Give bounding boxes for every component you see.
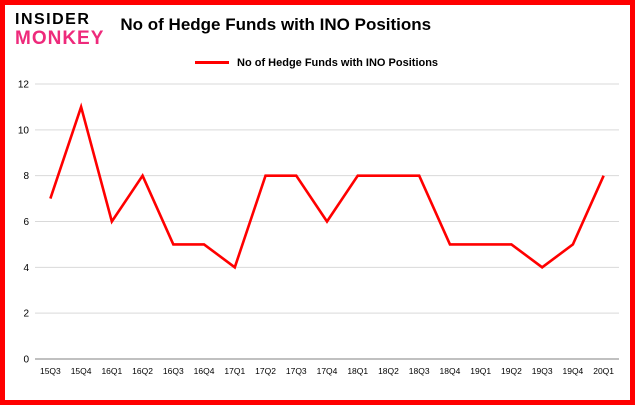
x-tick-label: 17Q4	[317, 366, 338, 376]
x-tick-label: 16Q2	[132, 366, 153, 376]
x-tick-label: 19Q2	[501, 366, 522, 376]
chart-title: No of Hedge Funds with INO Positions	[120, 15, 432, 34]
line-chart: 0 2 4 6 8 10 12 15Q3 15Q4 16Q1 16Q2 16Q3 16Q4 17Q1 17Q…	[18, 79, 619, 376]
legend-line-swatch	[195, 61, 229, 65]
insider-monkey-logo: INSIDER MONKEY	[15, 11, 105, 49]
y-tick-label: 6	[23, 217, 29, 228]
x-tick-label: 17Q2	[255, 366, 276, 376]
legend-label: No of Hedge Funds with INO Positions	[237, 56, 439, 69]
legend: No of Hedge Funds with INO Positions	[195, 56, 630, 70]
x-tick-label: 19Q4	[562, 366, 583, 376]
y-tick-label: 10	[18, 125, 30, 136]
x-tick-label: 15Q4	[71, 366, 92, 376]
x-tick-label: 17Q3	[286, 366, 307, 376]
x-tick-label: 19Q3	[532, 366, 553, 376]
y-tick-label: 12	[18, 79, 30, 90]
x-tick-label: 18Q1	[347, 366, 368, 376]
x-tick-label: 19Q1	[470, 366, 491, 376]
x-tick-label: 18Q4	[440, 366, 461, 376]
x-tick-label: 16Q1	[101, 366, 122, 376]
y-tick-label: 0	[23, 354, 29, 365]
x-tick-label: 15Q3	[40, 366, 61, 376]
x-tick-label: 18Q3	[409, 366, 430, 376]
x-tick-label: 20Q1	[593, 366, 614, 376]
logo-text-monkey: MONKEY	[15, 27, 105, 49]
chart-area: 0 2 4 6 8 10 12 15Q3 15Q4 16Q1 16Q2 16Q3 16Q4 17Q1 17Q…	[9, 74, 626, 394]
x-tick-label: 16Q3	[163, 366, 184, 376]
x-tick-label: 18Q2	[378, 366, 399, 376]
logo-text-insider: INSIDER	[15, 11, 91, 28]
y-tick-label: 4	[23, 263, 29, 274]
y-tick-label: 8	[23, 171, 29, 182]
x-tick-label: 17Q1	[224, 366, 245, 376]
series-line	[49, 102, 605, 270]
y-tick-label: 2	[23, 308, 29, 319]
x-tick-label: 16Q4	[194, 366, 215, 376]
header: INSIDER MONKEY No of Hedge Funds with IN…	[5, 5, 630, 49]
